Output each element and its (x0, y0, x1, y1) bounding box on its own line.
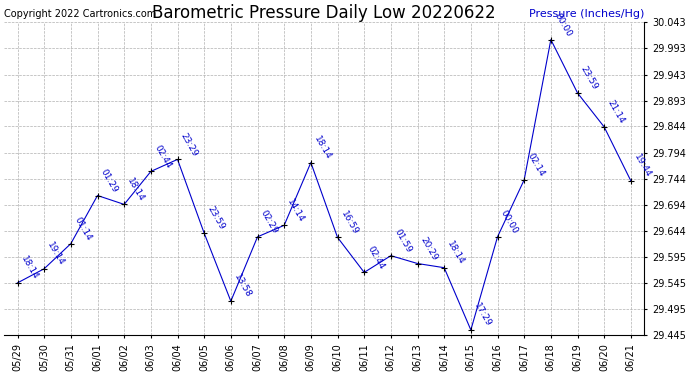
Text: 00:00: 00:00 (552, 11, 573, 38)
Text: 18:14: 18:14 (126, 176, 146, 203)
Text: 14:14: 14:14 (286, 197, 306, 224)
Text: 02:44: 02:44 (152, 144, 172, 170)
Text: 01:14: 01:14 (72, 216, 93, 242)
Text: 16:59: 16:59 (339, 209, 359, 236)
Text: 02:14: 02:14 (526, 152, 546, 178)
Text: 01:59: 01:59 (392, 227, 413, 254)
Text: 19:14: 19:14 (46, 240, 66, 267)
Text: 21:14: 21:14 (606, 99, 627, 126)
Text: 23:59: 23:59 (206, 205, 226, 232)
Text: Pressure (Inches/Hg): Pressure (Inches/Hg) (529, 9, 644, 19)
Text: 13:58: 13:58 (233, 273, 253, 300)
Text: 17:29: 17:29 (472, 302, 493, 328)
Text: 02:44: 02:44 (366, 244, 386, 271)
Text: 02:29: 02:29 (259, 209, 279, 236)
Title: Barometric Pressure Daily Low 20220622: Barometric Pressure Daily Low 20220622 (152, 4, 496, 22)
Text: 18:14: 18:14 (446, 240, 466, 266)
Text: 18:14: 18:14 (313, 134, 333, 161)
Text: 23:29: 23:29 (179, 131, 199, 158)
Text: Copyright 2022 Cartronics.com: Copyright 2022 Cartronics.com (4, 9, 157, 19)
Text: 00:00: 00:00 (499, 209, 520, 236)
Text: 19:44: 19:44 (632, 153, 653, 180)
Text: 01:29: 01:29 (99, 167, 119, 194)
Text: 23:59: 23:59 (579, 65, 600, 92)
Text: 18:14: 18:14 (19, 255, 39, 282)
Text: 20:29: 20:29 (419, 236, 440, 262)
